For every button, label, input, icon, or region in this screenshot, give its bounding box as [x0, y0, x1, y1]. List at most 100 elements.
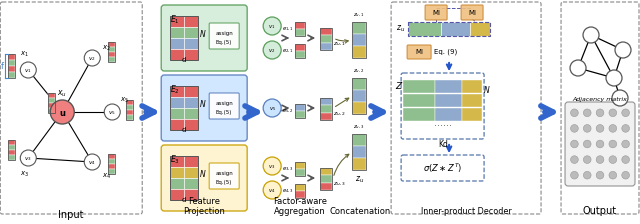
Text: Feature
Projection: Feature Projection — [183, 197, 225, 216]
Bar — [170, 86, 198, 130]
Circle shape — [571, 171, 579, 179]
Bar — [108, 169, 115, 174]
Circle shape — [615, 42, 631, 58]
Text: d: d — [182, 197, 186, 203]
Bar — [295, 51, 305, 58]
Text: Eq.(5): Eq.(5) — [216, 110, 232, 114]
Text: Z: Z — [395, 82, 401, 90]
Bar — [48, 103, 55, 108]
Text: MI: MI — [432, 10, 440, 16]
Circle shape — [84, 154, 100, 170]
Bar — [403, 94, 435, 107]
FancyBboxPatch shape — [565, 102, 635, 186]
Text: $z_{u,2}$: $z_{u,2}$ — [333, 110, 346, 118]
Circle shape — [596, 156, 604, 164]
Bar — [295, 22, 305, 29]
Circle shape — [609, 140, 617, 148]
Bar — [403, 80, 435, 93]
Text: $v_4$: $v_4$ — [88, 159, 96, 167]
Bar — [295, 169, 305, 176]
FancyBboxPatch shape — [209, 23, 239, 49]
Bar — [184, 97, 198, 108]
Circle shape — [20, 62, 36, 78]
Text: $e_{5,2}$: $e_{5,2}$ — [282, 107, 293, 115]
Circle shape — [612, 90, 628, 106]
Circle shape — [609, 109, 617, 117]
Circle shape — [596, 140, 604, 148]
Text: $v_2$: $v_2$ — [269, 47, 276, 55]
Bar — [170, 16, 184, 27]
Text: assign: assign — [215, 170, 233, 175]
Circle shape — [584, 140, 591, 148]
Bar — [8, 140, 15, 160]
Bar — [184, 167, 198, 178]
Bar — [170, 27, 184, 38]
Text: $E_2$: $E_2$ — [170, 83, 180, 95]
Text: $v_3$: $v_3$ — [268, 163, 276, 171]
Bar — [320, 168, 332, 190]
Text: assign: assign — [215, 101, 233, 106]
Bar — [320, 35, 332, 43]
Bar — [352, 146, 366, 158]
Bar — [170, 49, 184, 60]
Text: $v_3$: $v_3$ — [24, 155, 32, 163]
Bar — [126, 115, 133, 120]
Bar — [108, 154, 115, 159]
Bar — [48, 98, 55, 103]
FancyBboxPatch shape — [209, 93, 239, 119]
Bar — [295, 44, 305, 58]
Text: $\sigma(Z \ast Z^T)$: $\sigma(Z \ast Z^T)$ — [424, 161, 463, 175]
Circle shape — [263, 157, 281, 175]
Circle shape — [622, 140, 630, 148]
Text: $v_1$: $v_1$ — [24, 67, 32, 75]
Text: Adjacency matrix: Adjacency matrix — [573, 97, 627, 102]
Bar — [352, 78, 366, 90]
Circle shape — [571, 125, 579, 132]
Bar — [170, 167, 184, 178]
Circle shape — [609, 125, 617, 132]
Bar — [462, 108, 482, 121]
Circle shape — [609, 171, 617, 179]
Bar — [170, 38, 184, 49]
Circle shape — [596, 125, 604, 132]
Text: ......: ...... — [434, 118, 452, 128]
Text: assign: assign — [215, 30, 233, 35]
Bar — [435, 108, 462, 121]
Text: u: u — [60, 108, 65, 118]
Text: Eq.(5): Eq.(5) — [216, 39, 232, 45]
Text: $E_3$: $E_3$ — [170, 153, 180, 166]
Circle shape — [263, 41, 281, 59]
Circle shape — [622, 171, 630, 179]
Circle shape — [606, 70, 622, 86]
Bar — [126, 110, 133, 115]
Bar — [170, 156, 184, 167]
Bar — [108, 57, 115, 62]
Bar — [320, 28, 332, 50]
FancyBboxPatch shape — [209, 163, 239, 189]
Bar — [184, 178, 198, 189]
Circle shape — [583, 27, 599, 43]
Text: $z_u$: $z_u$ — [355, 174, 364, 185]
Bar — [8, 155, 15, 160]
Circle shape — [609, 156, 617, 164]
Text: $x_3$: $x_3$ — [20, 169, 29, 179]
Bar — [108, 52, 115, 57]
FancyBboxPatch shape — [407, 45, 431, 59]
Text: Inner-product Decoder: Inner-product Decoder — [420, 207, 511, 216]
Bar — [408, 22, 441, 36]
Bar — [184, 49, 198, 60]
Bar — [8, 72, 15, 78]
Circle shape — [571, 140, 579, 148]
Bar — [352, 134, 366, 170]
Bar — [320, 105, 332, 113]
FancyBboxPatch shape — [425, 5, 447, 20]
Text: $e_{3,3}$: $e_{3,3}$ — [282, 165, 293, 173]
Bar — [108, 42, 115, 62]
Bar — [435, 80, 462, 93]
Bar — [108, 47, 115, 52]
Bar — [108, 159, 115, 164]
Bar — [352, 90, 366, 102]
Bar — [295, 191, 305, 198]
Bar — [295, 184, 305, 191]
Bar — [8, 54, 15, 78]
